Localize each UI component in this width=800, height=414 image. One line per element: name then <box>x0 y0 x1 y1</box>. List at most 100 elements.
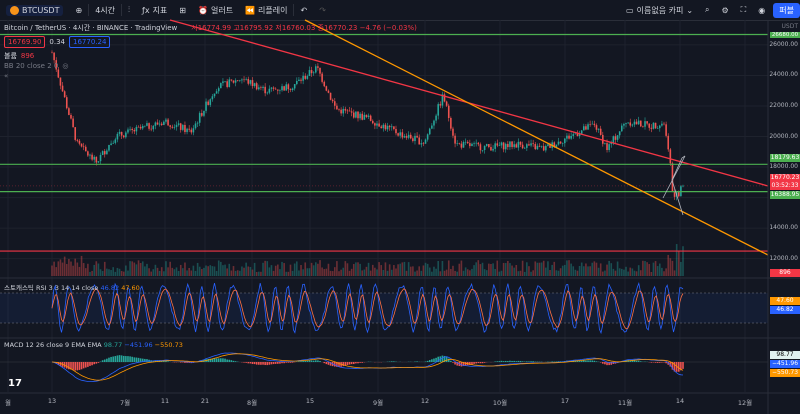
candle-body <box>437 104 439 116</box>
visibility-icon[interactable]: ◎ <box>62 62 69 70</box>
buy-price-button[interactable]: 16770.24 <box>69 36 111 48</box>
undo-button[interactable]: ↶ <box>294 0 313 20</box>
macd-histogram-bar <box>154 360 157 362</box>
macd-histogram-bar <box>167 361 169 362</box>
volume-bar <box>291 270 294 276</box>
volume-bar <box>262 262 264 276</box>
volume-bar <box>460 260 463 276</box>
support-badge: 16388.95 <box>770 191 800 199</box>
volume-bar <box>175 267 178 276</box>
macd-histogram-bar <box>355 362 357 364</box>
macd-histogram-bar <box>654 362 657 363</box>
camera-icon: ◉ <box>758 5 766 15</box>
redo-button[interactable]: ↷ <box>313 0 332 20</box>
volume-bar <box>570 263 572 276</box>
volume-bar <box>228 263 231 276</box>
macd-histogram-bar <box>319 360 321 362</box>
candle-body <box>515 144 518 148</box>
macd-histogram-bar <box>650 362 653 363</box>
candle-body <box>201 113 203 116</box>
macd-histogram-bar <box>528 361 530 362</box>
candle-body <box>226 81 228 87</box>
interval-button[interactable]: 4시간 <box>89 0 121 20</box>
candle-body <box>317 66 319 68</box>
candle-body <box>152 125 155 130</box>
volume-bar <box>133 262 136 276</box>
candle-body <box>521 144 524 149</box>
candle-body <box>589 124 591 125</box>
candle-body <box>310 70 313 74</box>
chart-type-button[interactable]: ⫶ <box>122 0 136 20</box>
sell-price-button[interactable]: 16769.90 <box>4 36 46 48</box>
candle-body <box>258 87 260 90</box>
volume-bar <box>120 271 123 276</box>
candle-body <box>473 143 475 144</box>
macd-histogram-bar <box>348 362 351 365</box>
publish-button[interactable]: 퍼블 <box>771 0 800 20</box>
fullscreen-button[interactable]: ⛶ <box>735 0 753 20</box>
volume-bar <box>511 265 513 276</box>
time-tick-label: 12월 <box>737 399 753 407</box>
compare-button[interactable]: ⊕ <box>69 0 88 20</box>
macd-histogram-bar <box>589 360 591 362</box>
candle-body <box>274 88 277 90</box>
candle-body <box>125 132 127 138</box>
replay-button[interactable]: ⏪ 리플레이 <box>239 0 293 20</box>
volume-bar <box>397 264 399 276</box>
macd-histogram-bar <box>445 356 448 362</box>
volume-bar <box>220 261 222 276</box>
low-value: 16760.03 <box>281 24 316 32</box>
candle-body <box>422 143 425 144</box>
search-button[interactable]: ⌕ <box>699 0 715 20</box>
macd-histogram-bar <box>230 360 233 362</box>
candle-body <box>321 73 323 82</box>
candle-body <box>61 85 64 92</box>
candle-body <box>557 141 560 145</box>
templates-button[interactable]: ⊞ <box>173 0 192 20</box>
volume-bar <box>462 270 465 276</box>
collapse-legend-icon[interactable]: « <box>4 72 9 80</box>
macd-histogram-bar <box>65 362 68 369</box>
macd-histogram-bar <box>350 362 353 365</box>
candle-body <box>572 134 575 136</box>
candle-body <box>277 89 279 91</box>
candle-body <box>593 123 596 126</box>
interval-label: 4시간 <box>95 5 115 15</box>
volume-bar <box>587 266 589 276</box>
candle-body <box>279 90 281 91</box>
volume-bar <box>663 271 665 276</box>
macd-histogram-bar <box>165 360 167 362</box>
macd-histogram-bar <box>325 362 328 365</box>
candle-body <box>511 141 513 147</box>
alert-button[interactable]: ⏰ 얼러트 <box>192 0 239 20</box>
indicators-button[interactable]: ƒx 지표 <box>136 0 173 20</box>
volume-bar <box>407 262 410 276</box>
snapshot-button[interactable]: ◉ <box>752 0 771 20</box>
candle-body <box>623 124 625 126</box>
volume-bar <box>439 271 442 276</box>
candle-body <box>154 122 157 126</box>
macd-histogram-bar <box>125 356 127 362</box>
macd-histogram-bar <box>308 360 311 362</box>
volume-bar <box>302 269 304 276</box>
legend-title: Bitcoin / TetherUS · 4시간 · BINANCE · Tra… <box>4 24 178 32</box>
volume-bar <box>340 269 342 276</box>
settings-button[interactable]: ⚙ <box>716 0 735 20</box>
layout-menu[interactable]: ▭ 이름없음 카피 ⌄ <box>620 0 699 20</box>
candle-body <box>608 144 610 151</box>
currency-label[interactable]: USDT <box>781 23 799 30</box>
fullscreen-icon: ⛶ <box>740 5 747 14</box>
layout-icon: ▭ <box>626 5 634 15</box>
candle-body <box>371 120 374 124</box>
volume-bar <box>481 262 484 276</box>
symbol-search[interactable]: BTCUSDT <box>0 0 69 20</box>
volume-bar <box>395 268 397 276</box>
volume-bar <box>312 265 315 276</box>
candle-body <box>224 81 226 82</box>
candle-body <box>534 144 537 150</box>
candle-body <box>420 143 423 145</box>
volume-bar <box>201 269 203 276</box>
macd-histogram-bar <box>661 362 663 363</box>
candle-body <box>646 121 648 124</box>
